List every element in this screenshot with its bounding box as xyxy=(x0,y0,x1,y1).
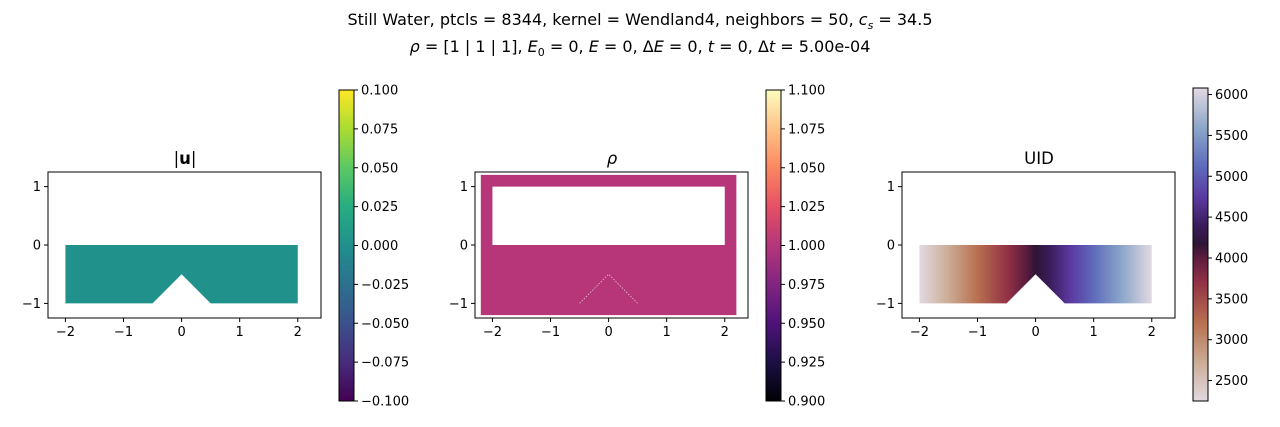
colorbar-tick-label: 0.900 xyxy=(788,395,825,410)
panel-density-plot xyxy=(481,175,737,315)
colorbar-tick-label: 3500 xyxy=(1215,292,1248,307)
colorbar-tick-label: 0.100 xyxy=(361,84,398,99)
panel-velocity-plot xyxy=(65,245,297,303)
x-tick-label: 0 xyxy=(1031,325,1039,340)
panel-uid-yaxis: 1 0 −1 xyxy=(876,180,902,312)
colorbar-tick-label: 0.925 xyxy=(788,356,825,371)
colorbar-tick-label: 5000 xyxy=(1215,170,1248,185)
y-tick-label: 1 xyxy=(460,180,468,195)
x-tick-label: 1 xyxy=(236,325,244,340)
panel-density-xaxis: −2 −1 0 1 2 xyxy=(483,318,729,340)
colorbar-tick-label: 0.075 xyxy=(361,122,398,137)
panel-velocity: |u| −2 −1 0 1 2 1 0 −1 xyxy=(22,149,321,340)
y-tick-label: 0 xyxy=(460,239,468,254)
colorbar-uid-bar xyxy=(1193,88,1208,401)
uid-particles xyxy=(919,245,1151,303)
colorbar-tick-label: 1.100 xyxy=(788,84,825,99)
colorbar-velocity: 0.100 0.075 0.050 0.025 0.000 −0.025 −0.050 −0.… xyxy=(339,84,409,410)
colorbar-tick-label: 1.000 xyxy=(788,239,825,254)
colorbar-tick-label: −0.100 xyxy=(361,395,409,410)
colorbar-uid: 6000 5500 5000 4500 4000 3500 3000 2500 xyxy=(1193,88,1248,401)
panel-velocity-xaxis: −2 −1 0 1 2 xyxy=(56,318,302,340)
y-tick-label: −1 xyxy=(22,297,41,312)
panel-velocity-title: |u| xyxy=(174,149,197,168)
panel-density: ρ −2 −1 0 1 2 1 0 −1 xyxy=(449,149,748,340)
panel-velocity-yaxis: 1 0 −1 xyxy=(22,180,48,312)
colorbar-tick-label: 5500 xyxy=(1215,129,1248,144)
colorbar-uid-ticks: 6000 5500 5000 4500 4000 3500 3000 2500 xyxy=(1208,88,1248,389)
panel-density-title: ρ xyxy=(607,149,618,168)
colorbar-tick-label: 2500 xyxy=(1215,374,1248,389)
x-tick-label: −2 xyxy=(910,325,929,340)
colorbar-tick-label: 0.950 xyxy=(788,317,825,332)
x-tick-label: 2 xyxy=(294,325,302,340)
figure-title-line1: Still Water, ptcls = 8344, kernel = Wend… xyxy=(348,10,933,32)
colorbar-tick-label: −0.050 xyxy=(361,317,409,332)
x-tick-label: 0 xyxy=(604,325,612,340)
y-tick-label: 1 xyxy=(33,180,41,195)
colorbar-tick-label: −0.025 xyxy=(361,278,409,293)
x-tick-label: 1 xyxy=(663,325,671,340)
fluid-particles xyxy=(65,245,297,303)
x-tick-label: 0 xyxy=(177,325,185,340)
colorbar-tick-label: 0.025 xyxy=(361,200,398,215)
colorbar-tick-label: 0.975 xyxy=(788,278,825,293)
x-tick-label: 2 xyxy=(721,325,729,340)
x-tick-label: −2 xyxy=(483,325,502,340)
x-tick-label: 1 xyxy=(1090,325,1098,340)
x-tick-label: −2 xyxy=(56,325,75,340)
y-tick-label: −1 xyxy=(449,297,468,312)
panel-uid-xaxis: −2 −1 0 1 2 xyxy=(910,318,1156,340)
colorbar-tick-label: 6000 xyxy=(1215,88,1248,103)
panel-uid: UID −2 −1 0 1 2 1 0 −1 xyxy=(876,149,1175,340)
colorbar-tick-label: 1.075 xyxy=(788,122,825,137)
y-tick-label: −1 xyxy=(876,297,895,312)
y-tick-label: 0 xyxy=(33,239,41,254)
x-tick-label: −1 xyxy=(968,325,987,340)
figure-title-line2: ρ = [1 | 1 | 1], E0 = 0, E = 0, ΔE = 0, … xyxy=(410,37,871,59)
colorbar-tick-label: 0.000 xyxy=(361,239,398,254)
y-tick-label: 1 xyxy=(887,180,895,195)
panel-uid-title: UID xyxy=(1024,149,1054,168)
colorbar-tick-label: 3000 xyxy=(1215,333,1248,348)
x-tick-label: 2 xyxy=(1148,325,1156,340)
colorbar-tick-label: 0.050 xyxy=(361,161,398,176)
panel-density-yaxis: 1 0 −1 xyxy=(449,180,475,312)
colorbar-tick-label: 4500 xyxy=(1215,211,1248,226)
colorbar-density-bar xyxy=(766,90,781,401)
x-tick-label: −1 xyxy=(114,325,133,340)
colorbar-velocity-ticks: 0.100 0.075 0.050 0.025 0.000 −0.025 −0.050 −0.… xyxy=(354,84,409,410)
density-particles xyxy=(481,175,737,315)
x-tick-label: −1 xyxy=(541,325,560,340)
colorbar-density: 1.100 1.075 1.050 1.025 1.000 0.975 0.950 0.925… xyxy=(766,84,825,410)
colorbar-tick-label: 1.025 xyxy=(788,200,825,215)
colorbar-tick-label: 4000 xyxy=(1215,251,1248,266)
colorbar-velocity-bar xyxy=(339,90,354,401)
colorbar-tick-label: −0.075 xyxy=(361,356,409,371)
y-tick-label: 0 xyxy=(887,239,895,254)
panel-uid-plot xyxy=(919,245,1151,303)
colorbar-tick-label: 1.050 xyxy=(788,161,825,176)
colorbar-density-ticks: 1.100 1.075 1.050 1.025 1.000 0.975 0.950 0.925… xyxy=(781,84,825,410)
